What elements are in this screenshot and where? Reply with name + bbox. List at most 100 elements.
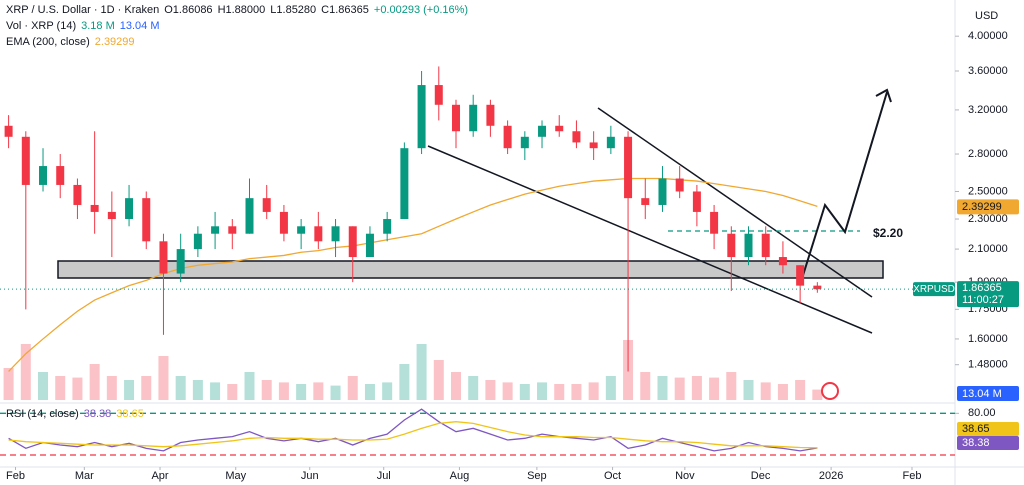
candle-body [606, 136, 615, 149]
countdown-label: 11:00:27 [962, 294, 1004, 306]
candle-body [90, 204, 99, 212]
volume-bar [382, 382, 393, 400]
candle-body [39, 166, 48, 185]
candle-body [21, 136, 30, 185]
candle-body [589, 142, 598, 149]
volume-bar [537, 382, 548, 400]
annotation: $2.20 [873, 226, 903, 240]
candle-body [331, 226, 340, 242]
volume-bar [605, 376, 616, 400]
candle-body [107, 211, 116, 220]
y-tick-label: 2.30000 [968, 213, 1008, 225]
volume-bar [416, 344, 427, 400]
volume-bar [192, 380, 203, 400]
rsi-tag [957, 422, 1019, 436]
x-tick-label: Oct [604, 470, 621, 482]
volume-bar [468, 376, 479, 400]
x-tick-label: May [225, 470, 246, 482]
volume-value: 3.18 M [81, 20, 115, 32]
volume-bar [20, 344, 31, 400]
candle-body [314, 226, 323, 242]
candle-body [451, 104, 460, 132]
ohlc-low: L1.85280 [270, 4, 317, 16]
volume-bar [760, 382, 771, 400]
volume-bar [709, 377, 720, 400]
x-tick-label: 2026 [819, 470, 843, 482]
price-tag [957, 281, 1019, 308]
candle-body [692, 191, 701, 212]
rsi-y-tick-label: 80.00 [968, 407, 996, 419]
volume-bar [588, 382, 599, 400]
ema-legend: EMA (200, close) 2.39299 [6, 36, 140, 48]
candle-body [176, 249, 185, 274]
volume-bar [227, 384, 238, 400]
candle-body [297, 226, 306, 234]
ohlc-close: C1.86365 [321, 4, 369, 16]
candle-body [348, 226, 357, 258]
rsi-ma-value: 38.65 [116, 408, 144, 420]
symbol-tag-label: XRPUSD [913, 284, 955, 295]
x-tick-label: Jun [301, 470, 319, 482]
volume-bar [674, 377, 685, 400]
x-tick-label: Dec [751, 470, 771, 482]
volume-bar [485, 380, 496, 400]
volume-bar [554, 384, 565, 400]
candle-body [744, 233, 753, 258]
x-tick-label: Apr [151, 470, 168, 482]
candle-body [245, 198, 254, 234]
y-tick-label: 1.60000 [968, 333, 1008, 345]
volume-bar [313, 382, 324, 400]
candle-body [400, 148, 409, 220]
candle-body [383, 219, 392, 234]
volume-bar [519, 384, 530, 400]
candle-body [193, 233, 202, 250]
volume-bar [812, 389, 823, 400]
volume-bar [364, 384, 375, 400]
volume-legend: Vol · XRP (14) 3.18 M 13.04 M [6, 20, 165, 32]
volume-bar [158, 356, 169, 400]
candle-body [624, 136, 633, 199]
candle-body [262, 198, 271, 212]
candle-body [555, 125, 564, 132]
x-tick-label: Sep [527, 470, 547, 482]
event-icon [821, 382, 839, 400]
volume-bar [795, 380, 806, 400]
volume-tag [957, 386, 1019, 401]
volume-title: Vol · XRP (14) [6, 20, 77, 32]
rsi-value: 38.38 [83, 408, 112, 420]
symbol-legend: XRP / U.S. Dollar · 1D · Kraken O1.86086 H… [6, 4, 473, 16]
volume-bar [244, 372, 255, 400]
support-zone [57, 260, 884, 279]
candle-body [486, 104, 495, 126]
candle-body [365, 233, 374, 258]
volume-bar [38, 372, 49, 400]
x-tick-label: Feb [6, 470, 25, 482]
candle-body [417, 85, 426, 149]
ema-value: 2.39299 [94, 36, 135, 48]
rsi-legend: RSI (14, close) 38.38 38.65 [6, 408, 149, 420]
candle-body [778, 257, 787, 266]
volume-bar [347, 376, 358, 400]
candle-body [520, 136, 529, 149]
rsi-line [8, 408, 818, 452]
volume-bar [55, 376, 66, 400]
candle-body [641, 198, 650, 205]
y-tick-label: 2.10000 [968, 243, 1008, 255]
volume-bar [89, 364, 100, 400]
candle-body [538, 125, 547, 137]
price-tag-label: 1.86365 [962, 282, 1002, 294]
candle-body [211, 226, 220, 234]
volume-ma-value: 13.04 M [119, 20, 160, 32]
ema-tag-label: 2.39299 [962, 201, 1002, 213]
candle-body [796, 265, 805, 286]
candle-body [469, 104, 478, 132]
candle-body [4, 125, 13, 137]
candle-body [228, 226, 237, 234]
volume-bar [571, 384, 582, 400]
y-tick-label: 4.00000 [968, 30, 1008, 42]
volume-bar [106, 376, 117, 400]
volume-bar [657, 376, 668, 400]
volume-bar [640, 372, 651, 400]
